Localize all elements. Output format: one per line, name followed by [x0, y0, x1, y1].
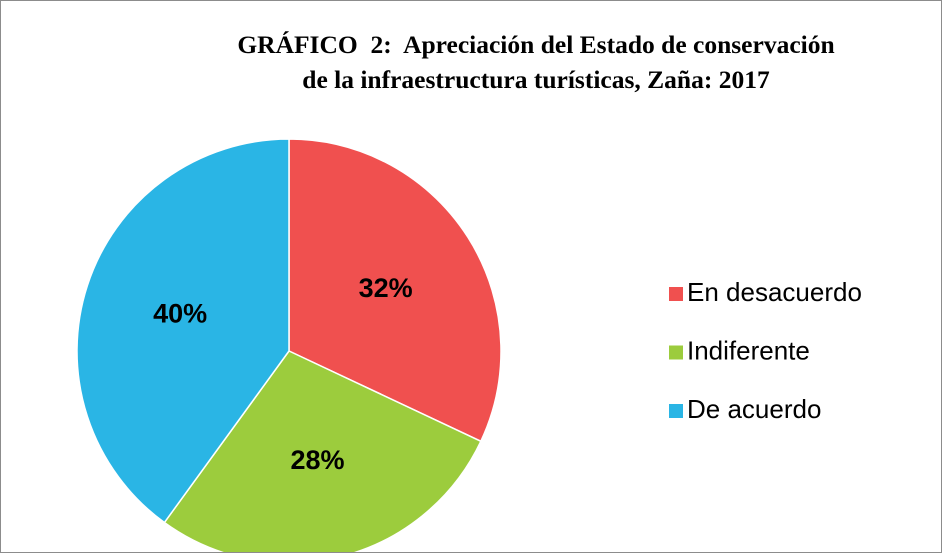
pie-slice [163, 350, 482, 552]
pie-slice [76, 138, 290, 524]
legend-swatch [669, 345, 683, 360]
legend-label: Indiferente [687, 335, 810, 365]
legend-label: En desacuerdo [687, 277, 862, 307]
legend-swatch [669, 404, 683, 418]
legend-label: De acuerdo [687, 394, 821, 424]
chart-title: GRÁFICO 2: Apreciación del Estado de con… [237, 30, 842, 94]
legend-swatch [669, 287, 683, 301]
data-label: 40% [153, 299, 207, 329]
pie-slice [288, 138, 502, 443]
data-label: 28% [290, 445, 344, 475]
data-label: 32% [359, 273, 413, 303]
